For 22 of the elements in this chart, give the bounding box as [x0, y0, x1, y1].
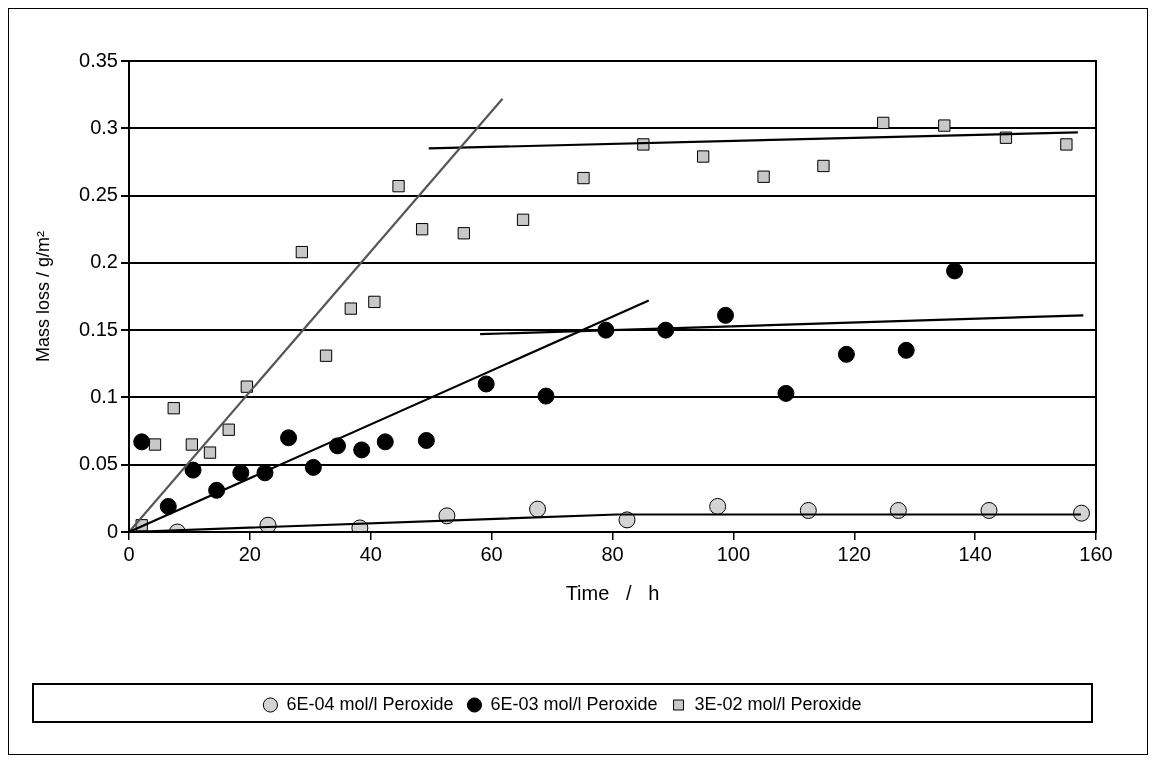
y-tick-label: 0.25	[79, 183, 118, 206]
y-tick-label: 0.3	[90, 115, 118, 138]
legend-label: 3E-02 mol/l Peroxide	[694, 693, 862, 714]
y-tick-label: 0.35	[79, 48, 118, 71]
x-tick-label: 60	[480, 542, 503, 565]
y-tick-label: 0.2	[90, 250, 118, 273]
y-tick-label: 0.05	[79, 452, 118, 475]
y-axis-title: Mass loss / g/m²	[32, 230, 53, 363]
y-tick-label: 0	[106, 519, 118, 542]
y-tick-label: 0.1	[90, 384, 118, 407]
legend-label: 6E-04 mol/l Peroxide	[286, 693, 454, 714]
x-tick-label: 160	[1079, 542, 1113, 565]
legend-label: 6E-03 mol/l Peroxide	[490, 693, 658, 714]
x-tick-label: 100	[716, 542, 751, 565]
x-tick-label: 0	[123, 542, 135, 565]
x-tick-label: 120	[837, 542, 871, 565]
x-tick-label: 80	[601, 542, 624, 565]
x-tick-label: 20	[238, 542, 261, 565]
y-tick-label: 0.15	[79, 317, 118, 340]
x-tick-label: 40	[359, 542, 382, 565]
x-axis-title: Time / h	[565, 581, 660, 604]
x-tick-label: 140	[958, 542, 992, 565]
